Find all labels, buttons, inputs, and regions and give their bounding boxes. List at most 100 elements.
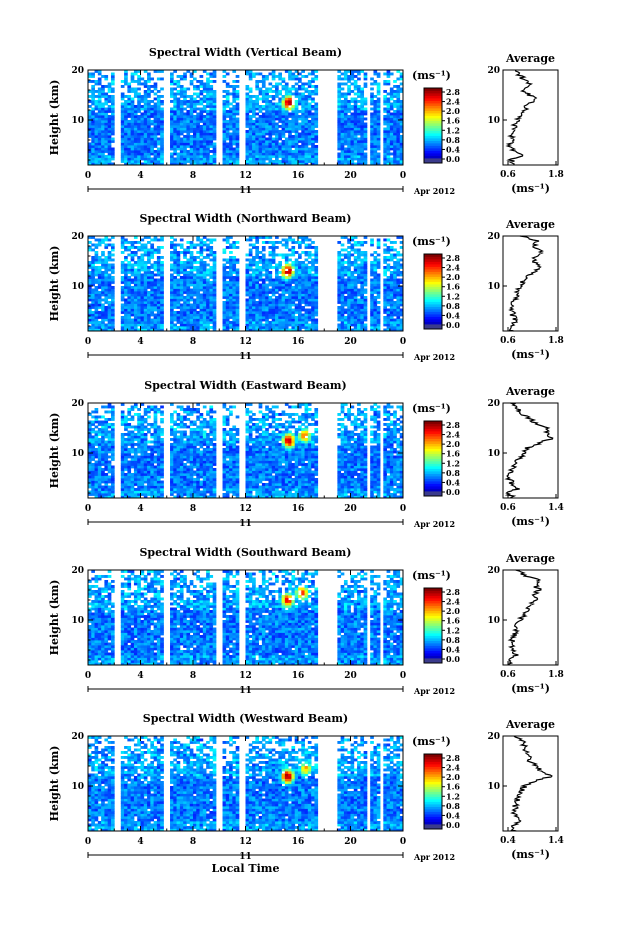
heatmap-cell (94, 281, 99, 284)
heatmap-cell (173, 323, 177, 327)
heatmap-cell (340, 301, 345, 304)
heatmap-cell (170, 251, 174, 254)
heatmap-cell (294, 127, 299, 131)
heatmap-cell (137, 316, 141, 319)
heatmap-cell (248, 160, 253, 163)
heatmap-cell (252, 276, 256, 279)
heatmap-cell (120, 308, 125, 312)
heatmap-cell (357, 256, 361, 259)
heatmap-cell (301, 306, 305, 309)
heatmap-cell (232, 328, 237, 332)
heatmap-cell (252, 303, 256, 307)
heatmap-cell (130, 112, 135, 116)
heatmap-cell (186, 246, 191, 249)
heatmap-cell (347, 127, 351, 131)
heatmap-cell (278, 308, 282, 312)
heatmap-cell (386, 316, 391, 319)
heatmap-cell (147, 72, 151, 76)
heatmap-cell (127, 318, 132, 322)
heatmap-cell (176, 326, 181, 329)
heatmap-cell (127, 283, 132, 287)
heatmap-cell (143, 273, 148, 277)
heatmap-cell (193, 140, 197, 143)
heatmap-cell (252, 142, 256, 146)
heatmap-cell (258, 157, 263, 161)
heatmap-cell (225, 258, 230, 262)
heatmap-cell (183, 296, 187, 299)
heatmap-cell (255, 160, 260, 163)
heatmap-cell (143, 90, 148, 93)
heatmap-cell (337, 306, 342, 309)
heatmap-cell (275, 246, 279, 249)
heatmap-cell (245, 283, 250, 287)
heatmap-cell (298, 268, 302, 272)
heatmap-cell (225, 236, 230, 239)
heatmap-cell (153, 321, 158, 324)
heatmap-cell (360, 298, 365, 302)
heatmap-cell (222, 303, 227, 307)
heatmap-cell (104, 77, 109, 81)
heatmap-cell (350, 283, 355, 287)
heatmap-cell (291, 117, 296, 121)
heatmap-cell (209, 321, 214, 324)
heatmap-cell (120, 152, 125, 156)
heatmap-cell (245, 291, 250, 294)
heatmap-cell (209, 130, 214, 133)
heatmap-cell (101, 273, 105, 277)
heatmap-cell (343, 110, 348, 113)
heatmap-cell (307, 323, 312, 327)
heatmap-cell (88, 321, 92, 324)
heatmap-cell (179, 326, 184, 329)
heatmap-cell (294, 120, 299, 123)
heatmap-cell (110, 120, 115, 123)
heatmap-cell (202, 117, 207, 121)
heatmap-cell (156, 110, 161, 113)
heatmap-cell (179, 261, 184, 264)
heatmap-cell (189, 288, 194, 292)
heatmap-cell (357, 323, 361, 327)
heatmap-cell (91, 135, 95, 138)
heatmap-cell (399, 122, 404, 126)
heatmap-cell (353, 311, 358, 314)
heatmap-cell (130, 273, 135, 277)
heatmap-cell (307, 251, 312, 254)
heatmap-cell (186, 150, 191, 153)
heatmap-cell (383, 251, 387, 254)
heatmap-cell (298, 246, 302, 249)
heatmap-cell (97, 130, 102, 133)
heatmap-cell (252, 288, 256, 292)
heatmap-cell (363, 97, 368, 101)
heatmap-cell (235, 150, 240, 153)
heatmap-cell (363, 263, 368, 267)
heatmap-cell (281, 142, 286, 146)
heatmap-cell (370, 263, 374, 267)
heatmap-cell (386, 160, 391, 163)
heatmap-cell (255, 142, 260, 146)
heatmap-cell (252, 155, 256, 158)
panel-title: Spectral Width (Vertical Beam) (149, 46, 342, 59)
heatmap-cell (94, 122, 99, 126)
heatmap-cell (170, 246, 174, 249)
heatmap-cell (363, 140, 368, 143)
heatmap-cell (245, 112, 250, 116)
heatmap-cell (268, 298, 273, 302)
heatmap-cell (101, 162, 105, 166)
heatmap-cell (294, 308, 299, 312)
heatmap-cell (179, 152, 184, 156)
heatmap-cell (294, 92, 299, 96)
heatmap-cell (179, 155, 184, 158)
heatmap-cell (189, 135, 194, 138)
heatmap-cell (386, 321, 391, 324)
heatmap-cell (261, 95, 266, 98)
heatmap-cell (124, 266, 128, 269)
heatmap-cell (255, 100, 260, 103)
heatmap-cell (307, 80, 312, 83)
heatmap-cell (143, 157, 148, 161)
heatmap-cell (150, 323, 155, 327)
heatmap-cell (386, 137, 391, 141)
heatmap-cell (248, 321, 253, 324)
heatmap-cell (170, 291, 174, 294)
heatmap-cell (133, 283, 138, 287)
heatmap-cell (288, 283, 292, 287)
heatmap-cell (147, 132, 151, 136)
